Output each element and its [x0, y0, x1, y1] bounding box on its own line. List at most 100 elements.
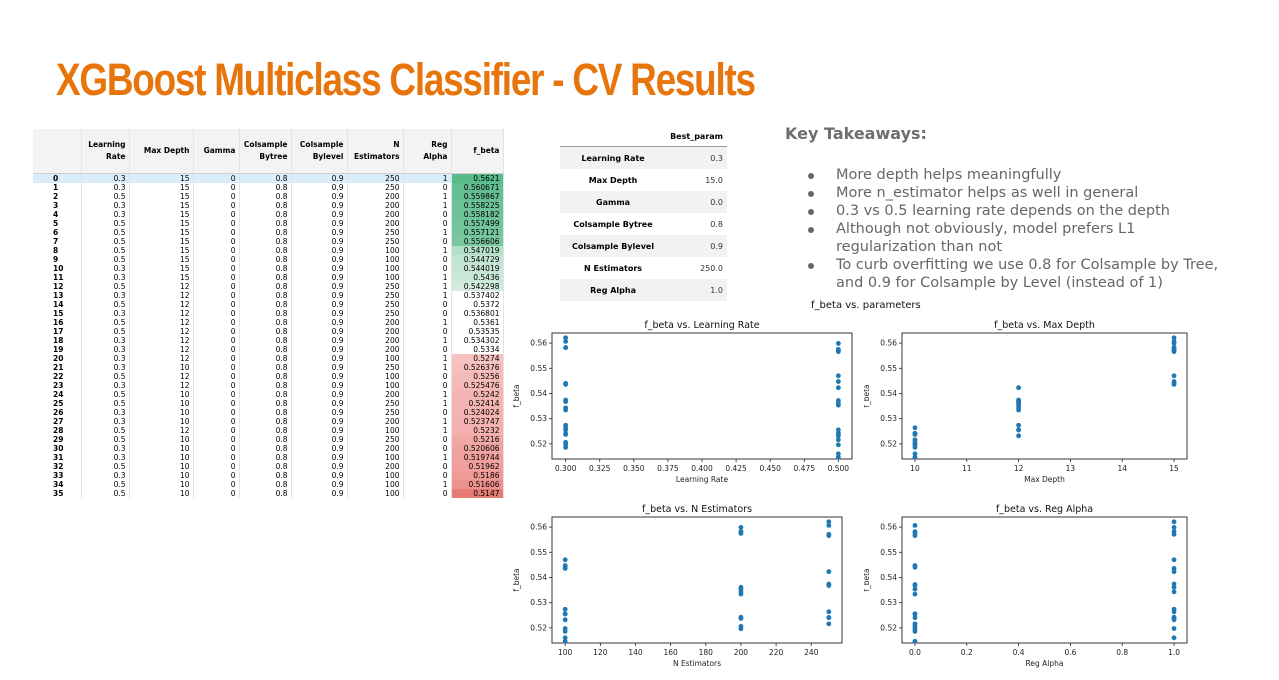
table-row: Colsample Bylevel 0.9	[560, 235, 727, 257]
cv-cell-max-depth: 10	[129, 390, 194, 399]
data-point	[563, 427, 569, 433]
cv-cell-colsample-bytree: 0.8	[239, 291, 292, 300]
table-row: 7 0.5 15 0 0.8 0.9 250 0 0.556606	[33, 237, 504, 246]
bullet-icon	[808, 191, 814, 197]
data-point	[835, 402, 841, 408]
cv-cell-gamma: 0	[193, 291, 240, 300]
cv-cell-gamma: 0	[193, 390, 240, 399]
table-row: 10 0.3 15 0 0.8 0.9 100 0 0.544019	[33, 264, 504, 273]
cv-cell-learning-rate: 0.3	[81, 309, 130, 318]
table-row: 22 0.5 12 0 0.8 0.9 100 0 0.5256	[33, 372, 504, 381]
cv-cell-colsample-bylevel: 0.9	[291, 228, 348, 237]
cv-cell-max-depth: 12	[129, 345, 194, 354]
data-point	[563, 399, 569, 404]
table-row: Colsample Bytree 0.8	[560, 213, 727, 235]
data-point	[562, 638, 568, 644]
cv-cell-colsample-bylevel: 0.9	[291, 363, 348, 372]
cv-cell-max-depth: 10	[129, 480, 194, 489]
cv-cell-reg-alpha: 0	[403, 237, 452, 246]
cv-header-reg-alpha: Reg Alpha	[403, 129, 452, 174]
data-point	[1171, 349, 1177, 355]
cv-cell-colsample-bylevel: 0.9	[291, 444, 348, 453]
cv-cell-index: 27	[33, 417, 82, 426]
data-point	[1171, 335, 1177, 341]
best-param-name: Learning Rate	[560, 146, 667, 169]
table-row: 24 0.5 10 0 0.8 0.9 200 1 0.5242	[33, 390, 504, 399]
cv-cell-max-depth: 10	[129, 462, 194, 471]
cv-cell-colsample-bylevel: 0.9	[291, 318, 348, 327]
data-point	[835, 349, 841, 355]
data-point	[1171, 609, 1177, 615]
plot-frame	[551, 332, 853, 460]
cv-cell-colsample-bylevel: 0.9	[291, 408, 348, 417]
bullet-icon	[808, 173, 814, 179]
cv-cell-reg-alpha: 0	[403, 381, 452, 390]
cv-cell-colsample-bylevel: 0.9	[291, 309, 348, 318]
y-tick-label: 0.56	[880, 339, 897, 348]
data-point	[912, 638, 918, 644]
cv-cell-index: 4	[33, 210, 82, 219]
cv-cell-colsample-bylevel: 0.9	[291, 192, 348, 201]
cv-cell-colsample-bylevel: 0.9	[291, 300, 348, 309]
data-point	[835, 451, 841, 457]
best-params-header-row: Best_param	[560, 126, 727, 147]
data-point	[835, 433, 841, 439]
data-point	[562, 557, 568, 563]
cv-cell-f-beta: 0.524024	[451, 408, 504, 417]
table-row: 26 0.3 10 0 0.8 0.9 250 0 0.524024	[33, 408, 504, 417]
cv-cell-colsample-bytree: 0.8	[239, 363, 292, 372]
cv-cell-max-depth: 10	[129, 408, 194, 417]
takeaway-text: 0.3 vs 0.5 learning rate depends on the …	[836, 203, 1170, 219]
cv-cell-learning-rate: 0.3	[81, 417, 130, 426]
cv-cell-reg-alpha: 1	[403, 228, 452, 237]
cv-header-colsample-bylevel: Colsample Bylevel	[291, 129, 348, 174]
data-point	[826, 615, 832, 621]
x-tick-label: 0.300	[555, 464, 577, 473]
cv-cell-colsample-bytree: 0.8	[239, 219, 292, 228]
cv-cell-n-estimators: 100	[347, 255, 404, 264]
x-axis-label: Learning Rate	[676, 475, 729, 484]
cv-cell-gamma: 0	[193, 354, 240, 363]
cv-cell-max-depth: 15	[129, 183, 194, 192]
cv-cell-learning-rate: 0.3	[81, 291, 130, 300]
cv-cell-learning-rate: 0.3	[81, 354, 130, 363]
cv-cell-n-estimators: 100	[347, 372, 404, 381]
cv-cell-colsample-bytree: 0.8	[239, 390, 292, 399]
cv-cell-gamma: 0	[193, 444, 240, 453]
data-point	[1171, 589, 1177, 595]
cv-cell-colsample-bylevel: 0.9	[291, 390, 348, 399]
x-tick-label: 200	[734, 648, 749, 657]
cv-cell-f-beta: 0.558182	[451, 210, 504, 219]
cv-cell-f-beta: 0.5436	[451, 273, 504, 282]
best-param-name: Max Depth	[588, 175, 638, 185]
data-point	[1171, 617, 1177, 623]
bullet-icon	[808, 263, 814, 269]
cv-cell-gamma: 0	[193, 210, 240, 219]
best-param-value: 1.0	[666, 279, 727, 301]
cv-cell-reg-alpha: 0	[403, 210, 452, 219]
cv-cell-reg-alpha: 0	[403, 489, 452, 498]
cv-cell-gamma: 0	[193, 246, 240, 255]
cv-cell-index: 9	[33, 255, 82, 264]
table-row: N Estimators 250.0	[560, 257, 727, 279]
cv-cell-max-depth: 15	[129, 192, 194, 201]
bullet-icon	[808, 227, 814, 233]
cv-cell-f-beta: 0.537402	[451, 291, 504, 300]
x-tick-label: 220	[769, 648, 784, 657]
cv-cell-index: 6	[33, 228, 82, 237]
cv-cell-max-depth: 15	[129, 173, 194, 183]
cv-cell-index: 22	[33, 372, 82, 381]
cv-cell-learning-rate: 0.5	[81, 399, 130, 408]
table-row: 13 0.3 12 0 0.8 0.9 250 1 0.537402	[33, 291, 504, 300]
cv-header-colsample-bytree: Colsample Bytree	[239, 129, 292, 174]
cv-cell-reg-alpha: 1	[403, 282, 452, 291]
chart-title: f_beta vs. Max Depth	[994, 320, 1095, 331]
cv-cell-gamma: 0	[193, 336, 240, 345]
cv-cell-reg-alpha: 1	[403, 273, 452, 282]
cv-cell-gamma: 0	[193, 345, 240, 354]
cv-cell-max-depth: 12	[129, 381, 194, 390]
cv-cell-learning-rate: 0.3	[81, 381, 130, 390]
cv-cell-colsample-bytree: 0.8	[239, 453, 292, 462]
cv-header-n-estimators: N Estimators	[347, 129, 404, 174]
x-tick-label: 0.450	[759, 464, 781, 473]
